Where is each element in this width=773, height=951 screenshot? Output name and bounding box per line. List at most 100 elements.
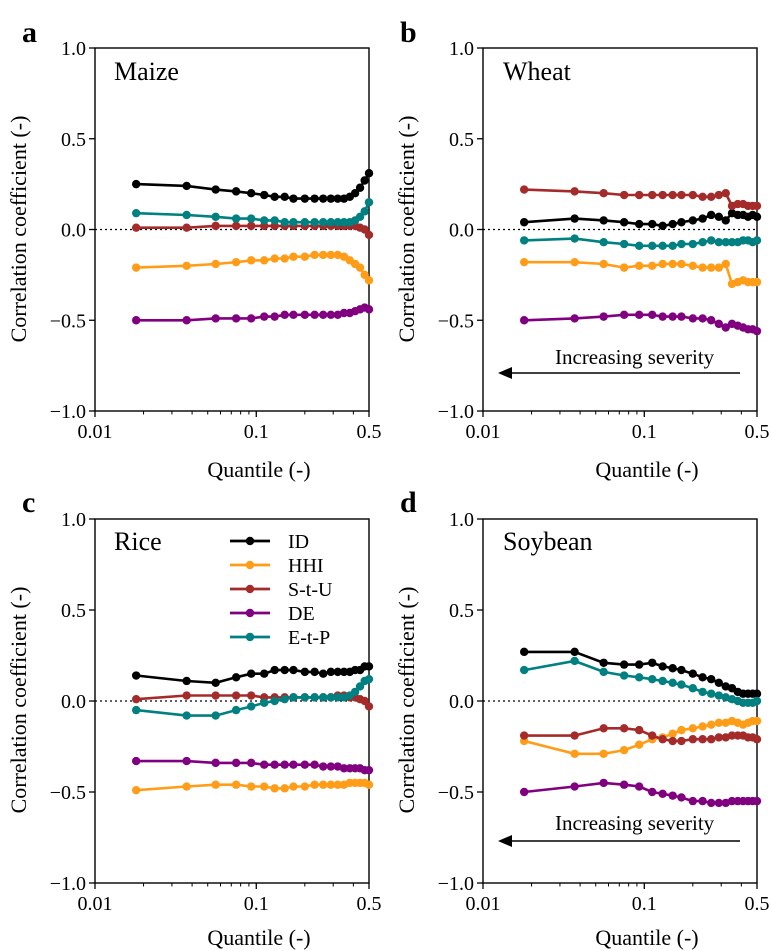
data-point-id <box>519 647 529 657</box>
panel-title-wheat: Wheat <box>503 57 572 86</box>
data-point-e-t-p <box>619 671 629 680</box>
data-point-e-t-p <box>280 694 289 704</box>
severity-arrow-head <box>498 367 512 379</box>
data-point-de <box>727 796 737 806</box>
data-point-s-t-u <box>706 735 716 744</box>
data-point-id <box>752 212 762 221</box>
data-point-id <box>131 179 141 189</box>
x-tick-label: 0.1 <box>244 893 269 915</box>
data-point-hhi <box>752 716 762 726</box>
data-point-id <box>648 219 657 229</box>
y-tick-label: 1.0 <box>61 509 86 531</box>
data-point-e-t-p <box>688 239 698 249</box>
data-point-id <box>677 218 686 227</box>
data-point-id <box>333 667 342 677</box>
data-point-e-t-p <box>519 665 529 675</box>
x-tick-label: 0.1 <box>632 893 657 915</box>
data-point-e-t-p <box>300 693 310 702</box>
data-point-de <box>619 310 629 320</box>
data-point-hhi <box>131 263 141 272</box>
data-point-id <box>752 689 762 698</box>
data-point-hhi <box>677 725 686 735</box>
data-point-hhi <box>677 259 686 269</box>
data-point-hhi <box>246 782 256 791</box>
data-point-hhi <box>211 780 220 789</box>
severity-arrow-head <box>498 835 512 847</box>
data-point-e-t-p <box>714 238 724 247</box>
data-point-e-t-p <box>658 676 667 686</box>
data-point-hhi <box>519 257 529 267</box>
data-point-id <box>280 192 289 202</box>
data-point-s-t-u <box>714 190 724 200</box>
data-point-hhi <box>270 784 279 793</box>
data-point-id <box>668 664 677 673</box>
data-point-de <box>668 791 677 800</box>
data-point-s-t-u <box>727 731 737 740</box>
data-point-s-t-u <box>570 187 579 196</box>
data-point-s-t-u <box>619 190 629 200</box>
data-point-id <box>619 218 629 227</box>
data-point-de <box>131 756 141 766</box>
data-point-hhi <box>310 250 319 260</box>
data-point-e-t-p <box>211 212 220 221</box>
data-point-e-t-p <box>698 238 707 247</box>
data-point-id <box>339 667 349 677</box>
data-point-de <box>364 765 374 775</box>
data-point-id <box>310 667 319 677</box>
data-point-de <box>318 310 328 320</box>
data-point-hhi <box>714 718 724 728</box>
data-point-s-t-u <box>211 221 220 231</box>
data-point-e-t-p <box>677 239 686 249</box>
data-point-id <box>714 212 724 221</box>
data-point-de <box>677 793 686 802</box>
y-tick-label: −0.5 <box>438 310 474 332</box>
y-tick-label: −1.0 <box>438 401 474 423</box>
data-point-e-t-p <box>260 698 269 708</box>
data-point-de <box>310 760 319 769</box>
data-point-id <box>289 194 298 203</box>
data-point-id <box>688 669 698 678</box>
data-point-de <box>246 314 256 323</box>
data-point-id <box>360 176 369 185</box>
data-point-id <box>599 658 608 667</box>
data-point-de <box>182 756 191 766</box>
legend-marker-id <box>245 536 255 546</box>
data-point-hhi <box>688 261 698 270</box>
data-point-e-t-p <box>280 218 289 227</box>
data-point-de <box>619 780 629 789</box>
data-point-id <box>131 671 141 680</box>
data-point-s-t-u <box>131 223 141 232</box>
data-point-id <box>658 221 667 231</box>
data-point-hhi <box>364 780 374 789</box>
x-tick-label: 0.5 <box>357 893 382 915</box>
data-point-hhi <box>706 720 716 729</box>
data-point-hhi <box>270 254 279 263</box>
data-point-id <box>619 660 629 669</box>
data-point-hhi <box>310 780 319 789</box>
data-point-id <box>211 678 220 687</box>
data-point-de <box>752 796 762 806</box>
data-point-e-t-p <box>289 218 298 227</box>
data-point-de <box>698 314 707 323</box>
x-axis-label: Quantile (-) <box>595 457 698 482</box>
data-point-id <box>326 194 336 203</box>
data-point-id <box>721 216 730 225</box>
panel-letter-d: d <box>400 486 417 519</box>
data-point-s-t-u <box>668 736 677 746</box>
data-point-de <box>519 316 529 325</box>
y-tick-label: 0.0 <box>449 691 474 713</box>
data-point-de <box>677 312 686 321</box>
data-point-de <box>364 305 374 314</box>
data-point-s-t-u <box>648 190 657 200</box>
x-axis-label: Quantile (-) <box>207 925 310 950</box>
data-point-de <box>231 758 241 768</box>
data-point-de <box>339 764 349 773</box>
data-point-id <box>677 665 686 675</box>
data-point-hhi <box>599 259 608 269</box>
data-point-de <box>648 787 657 797</box>
data-point-de <box>634 310 644 320</box>
data-point-id <box>246 669 256 678</box>
data-point-de <box>706 798 716 808</box>
x-tick-label: 0.1 <box>632 421 657 443</box>
